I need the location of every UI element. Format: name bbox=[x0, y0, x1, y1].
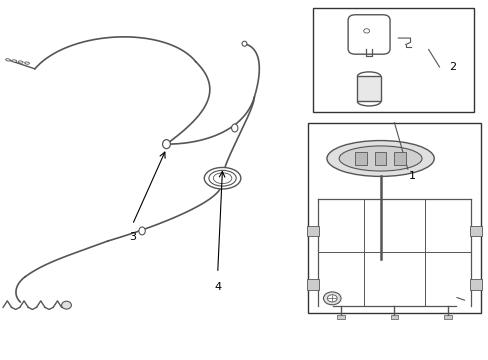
Bar bbox=[374, 152, 386, 165]
Circle shape bbox=[327, 295, 336, 302]
Ellipse shape bbox=[339, 146, 421, 171]
Bar bbox=[390, 315, 398, 319]
Ellipse shape bbox=[18, 61, 23, 63]
Bar bbox=[469, 279, 481, 289]
Bar bbox=[469, 226, 481, 237]
Bar bbox=[357, 76, 380, 102]
Text: 3: 3 bbox=[128, 232, 136, 242]
Ellipse shape bbox=[5, 59, 10, 61]
Ellipse shape bbox=[242, 41, 246, 46]
Text: 4: 4 bbox=[214, 282, 221, 292]
Ellipse shape bbox=[204, 167, 241, 189]
Bar bbox=[336, 315, 344, 319]
Text: 2: 2 bbox=[448, 62, 455, 72]
Bar bbox=[307, 123, 480, 313]
Ellipse shape bbox=[213, 173, 231, 184]
Bar bbox=[444, 315, 451, 319]
Ellipse shape bbox=[61, 301, 71, 309]
Bar bbox=[354, 152, 366, 165]
Bar bbox=[312, 8, 473, 112]
Ellipse shape bbox=[24, 62, 29, 64]
Text: 1: 1 bbox=[408, 171, 415, 181]
Ellipse shape bbox=[162, 140, 170, 149]
FancyBboxPatch shape bbox=[347, 15, 389, 54]
Bar bbox=[306, 226, 318, 237]
Circle shape bbox=[323, 292, 340, 305]
Ellipse shape bbox=[139, 227, 145, 235]
Ellipse shape bbox=[326, 140, 433, 176]
Ellipse shape bbox=[208, 170, 236, 186]
FancyArrowPatch shape bbox=[456, 297, 464, 300]
Bar bbox=[306, 279, 318, 289]
Ellipse shape bbox=[231, 124, 238, 132]
Circle shape bbox=[363, 29, 369, 33]
Ellipse shape bbox=[12, 60, 17, 62]
Bar bbox=[393, 152, 405, 165]
